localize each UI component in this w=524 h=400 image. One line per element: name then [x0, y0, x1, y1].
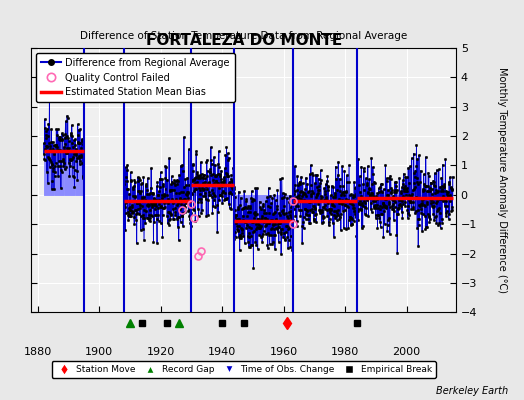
Text: 2000: 2000	[392, 347, 421, 357]
Text: 1920: 1920	[147, 347, 174, 357]
Text: 1940: 1940	[208, 347, 236, 357]
Legend: Station Move, Record Gap, Time of Obs. Change, Empirical Break: Station Move, Record Gap, Time of Obs. C…	[52, 361, 435, 378]
Text: Berkeley Earth: Berkeley Earth	[436, 386, 508, 396]
Legend: Difference from Regional Average, Quality Control Failed, Estimated Station Mean: Difference from Regional Average, Qualit…	[36, 53, 235, 102]
Title: FORTALEZA DO MONTE: FORTALEZA DO MONTE	[146, 33, 342, 48]
Text: 1900: 1900	[85, 347, 113, 357]
Text: Difference of Station Temperature Data from Regional Average: Difference of Station Temperature Data f…	[80, 31, 407, 41]
Text: 1960: 1960	[269, 347, 298, 357]
Y-axis label: Monthly Temperature Anomaly Difference (°C): Monthly Temperature Anomaly Difference (…	[497, 67, 507, 293]
Text: 1880: 1880	[24, 347, 52, 357]
Text: 1980: 1980	[331, 347, 359, 357]
